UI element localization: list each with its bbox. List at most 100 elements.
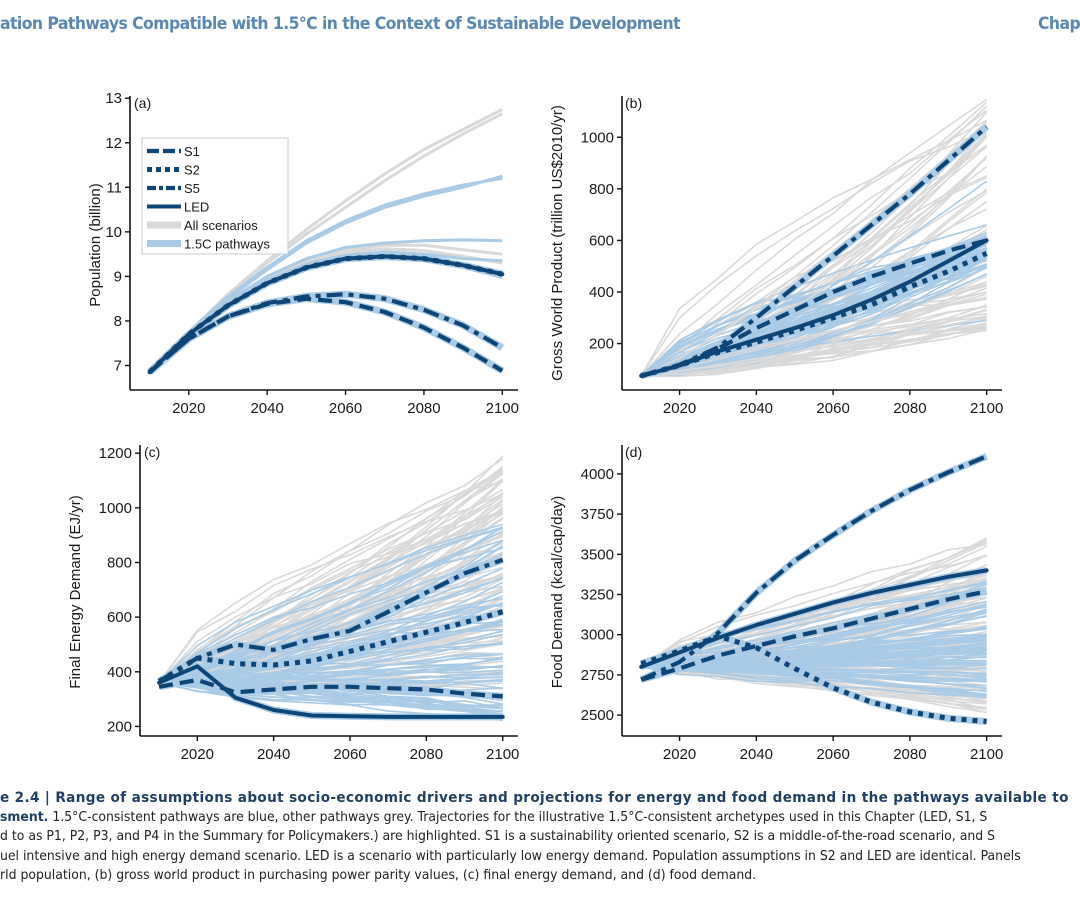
x-tick-label: 2100 [486,746,519,763]
panel-label: (b) [625,95,642,111]
y-tick-label: 11 [106,179,122,196]
series-line-led [639,238,989,378]
caption-title-end: sment. [0,809,49,825]
y-axis-label: Final Energy Demand (EJ/yr) [67,495,84,688]
series-line-led [639,568,989,669]
all-scenarios-line [148,247,503,372]
y-tick-label: 200 [589,336,614,353]
highlighted-archetype-lines [639,454,989,724]
pathway-1p5-line [148,297,504,374]
y-tick-label: 4000 [581,466,614,483]
series-line-s5 [640,454,988,682]
axes: 2500 2750 3000 3250 3500 3750 4000 2020 2040 2060… [581,445,1003,763]
x-tick-label: 2080 [410,746,443,763]
series-line-s1 [640,589,988,682]
all-scenarios-line [640,543,987,668]
y-tick-label: 800 [107,554,132,571]
panel-a: 7 8 9 10 11 12 13 2020 2040 2060 2080 2100 (a) Popu… [87,90,519,417]
y-axis-label: Gross World Product (trillion US$2010/yr… [549,105,566,381]
series-line-s5 [640,125,988,378]
panel-label: (c) [144,444,160,460]
background-scenario-lines [157,455,504,722]
panel-c: 200 400 600 800 1000 1200 2020 2040 2060 2080 2100… [67,444,519,763]
legend-label: LED [184,200,209,215]
highlighted-archetype-lines [147,253,505,375]
series-line-s5 [148,292,504,374]
highlighted-archetype-lines [639,125,989,379]
legend-label: All scenarios [184,218,258,233]
series-line-led [147,254,505,375]
pathway-1p5-line [640,627,987,668]
all-scenarios-line [158,510,503,684]
pathway-1p5-halo [147,252,504,375]
all-scenarios-line [640,121,988,377]
pathway-1p5-line [640,239,987,377]
all-scenarios-line [641,317,987,377]
caption-line-4: uel intensive and high energy demand sce… [0,848,1021,864]
series-line-led [157,664,505,719]
all-scenarios-line [640,119,987,377]
x-tick-label: 2100 [970,746,1003,763]
caption-line-2: sment. 1.5°C-consistent pathways are blu… [0,808,1004,828]
panel-label: (a) [134,95,151,111]
y-tick-label: 9 [114,268,122,285]
x-tick-label: 2080 [407,400,440,417]
x-tick-label: 2060 [333,746,366,763]
background-scenario-lines [640,98,989,380]
y-tick-label: 3500 [581,546,614,563]
legend-frame [141,137,289,255]
axes: 200 400 600 800 1000 2020 2040 2060 2080 2100 [581,96,1003,417]
pathway-1p5-line [148,254,503,372]
all-scenarios-line [158,512,503,684]
y-tick-label: 2500 [581,707,614,724]
panel-label: (d) [625,444,642,460]
all-scenarios-line [641,309,987,377]
pathway-1p5-halo [147,295,505,375]
y-tick-label: 600 [589,232,614,249]
pathway-1p5-halo [147,252,504,375]
caption-title: e 2.4 | Range of assumptions about socio… [0,789,1069,806]
x-tick-label: 2020 [172,400,205,417]
x-tick-label: 2060 [816,400,849,417]
y-tick-label: 1000 [99,500,132,517]
background-scenario-lines [639,453,988,725]
x-tick-label: 2060 [816,746,849,763]
all-scenarios-line [158,493,504,684]
series-line-s2 [640,633,987,724]
pathway-1p5-line [148,257,503,372]
series-line-s2 [640,251,988,379]
figure-2-4: 7 8 9 10 11 12 13 2020 2040 2060 2080 2100 (a) Popu… [67,90,1003,763]
pathway-1p5-line [641,666,987,698]
x-tick-label: 2040 [740,400,773,417]
pathway-1p5-line [641,273,987,377]
all-scenarios-line [640,98,988,377]
y-tick-label: 12 [105,135,122,152]
running-header-chapter: Chap [1038,14,1080,34]
x-tick-label: 2080 [893,400,926,417]
panel-d: 2500 2750 3000 3250 3500 3750 4000 2020 2040 2060… [549,444,1003,763]
x-tick-label: 2040 [250,400,283,417]
y-axis-label: Food Demand (kcal/cap/day) [549,496,566,689]
pathway-1p5-line [641,666,987,682]
legend-label: S1 [184,144,200,159]
all-scenarios-line [640,128,987,377]
x-tick-label: 2080 [893,746,926,763]
axes: 7 8 9 10 11 12 13 2020 2040 2060 2080 2100 [105,90,519,417]
y-tick-label: 800 [589,181,614,198]
y-tick-label: 3000 [581,627,614,644]
highlighted-archetype-lines [157,557,505,719]
caption-line-5: rld population, (b) gross world product … [0,868,757,884]
x-tick-label: 2040 [257,746,290,763]
y-tick-label: 600 [107,609,132,626]
all-scenarios-line [641,327,987,377]
legend-label: 1.5C pathways [184,237,270,252]
y-tick-label: 3250 [581,587,614,604]
all-scenarios-line [158,470,504,684]
running-header-title: ation Pathways Compatible with 1.5°C in … [0,14,681,34]
x-tick-label: 2100 [486,400,519,417]
y-tick-label: 1000 [581,129,614,146]
all-scenarios-line [641,328,987,377]
pathway-1p5-line [158,620,503,684]
all-scenarios-line [641,291,987,377]
pathway-1p5-line [158,523,503,684]
